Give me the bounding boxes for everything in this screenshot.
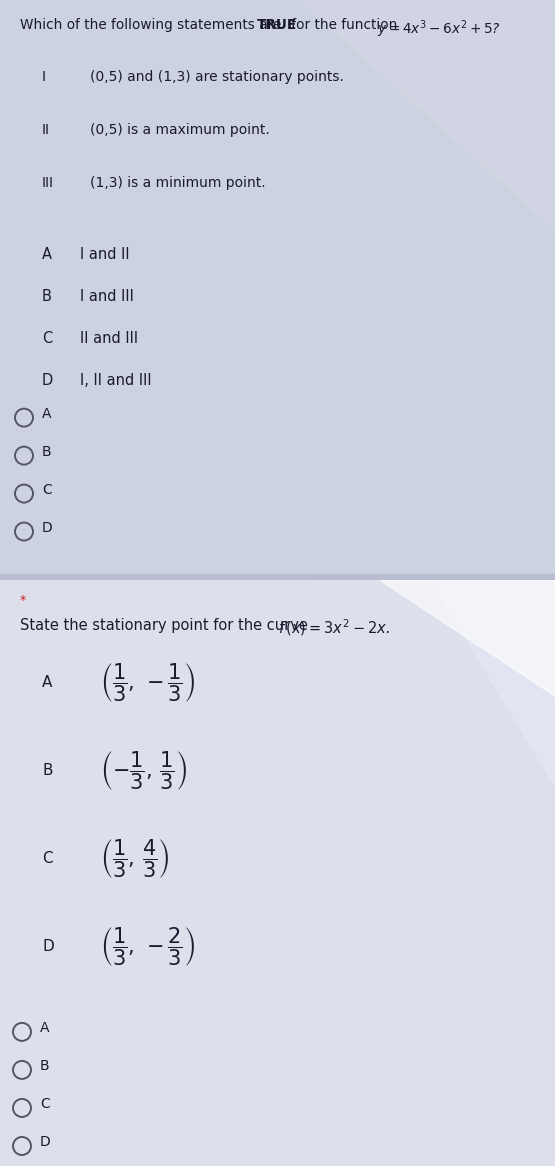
- Text: for the function: for the function: [287, 17, 402, 31]
- Text: B: B: [42, 764, 53, 778]
- Polygon shape: [380, 580, 555, 696]
- Text: C: C: [40, 1097, 50, 1111]
- Text: C: C: [42, 483, 52, 497]
- Text: A: A: [42, 247, 52, 262]
- Text: B: B: [42, 289, 52, 304]
- Polygon shape: [300, 0, 555, 230]
- Text: C: C: [42, 851, 53, 866]
- Text: D: D: [42, 520, 53, 534]
- Text: $\left(\dfrac{1}{3},\,-\dfrac{1}{3}\right)$: $\left(\dfrac{1}{3},\,-\dfrac{1}{3}\righ…: [100, 661, 195, 704]
- Text: D: D: [42, 940, 54, 954]
- Text: *: *: [20, 593, 26, 606]
- Text: B: B: [42, 444, 52, 458]
- Text: I: I: [42, 70, 46, 84]
- Text: B: B: [40, 1059, 49, 1073]
- Text: I and II: I and II: [80, 247, 130, 262]
- Text: D: D: [40, 1135, 51, 1149]
- Text: I, II and III: I, II and III: [80, 373, 152, 387]
- Text: (0,5) and (1,3) are stationary points.: (0,5) and (1,3) are stationary points.: [90, 70, 344, 84]
- Text: C: C: [42, 331, 52, 345]
- Text: $\left(\dfrac{1}{3},\,-\dfrac{2}{3}\right)$: $\left(\dfrac{1}{3},\,-\dfrac{2}{3}\righ…: [100, 926, 195, 968]
- Text: A: A: [42, 407, 52, 421]
- Text: A: A: [40, 1021, 49, 1035]
- Text: I and III: I and III: [80, 289, 134, 304]
- Text: II: II: [42, 122, 50, 136]
- Bar: [0, 574, 555, 580]
- Text: $\left(-\dfrac{1}{3},\,\dfrac{1}{3}\right)$: $\left(-\dfrac{1}{3},\,\dfrac{1}{3}\righ…: [100, 750, 187, 792]
- Text: II and III: II and III: [80, 331, 138, 345]
- Text: III: III: [42, 176, 54, 190]
- Text: State the stationary point for the curve: State the stationary point for the curve: [20, 618, 312, 632]
- Polygon shape: [310, 580, 555, 786]
- Text: A: A: [42, 675, 52, 690]
- Text: $\left(\dfrac{1}{3},\,\dfrac{4}{3}\right)$: $\left(\dfrac{1}{3},\,\dfrac{4}{3}\right…: [100, 837, 170, 880]
- Text: (1,3) is a minimum point.: (1,3) is a minimum point.: [90, 176, 266, 190]
- Text: D: D: [42, 373, 53, 387]
- Text: (0,5) is a maximum point.: (0,5) is a maximum point.: [90, 122, 270, 136]
- Text: Which of the following statements are: Which of the following statements are: [20, 17, 286, 31]
- Text: TRUE: TRUE: [257, 17, 297, 31]
- Text: $y = 4x^3 - 6x^2 + 5$?: $y = 4x^3 - 6x^2 + 5$?: [377, 17, 501, 40]
- Text: $f\,(x)=3x^2-2x$.: $f\,(x)=3x^2-2x$.: [278, 618, 390, 638]
